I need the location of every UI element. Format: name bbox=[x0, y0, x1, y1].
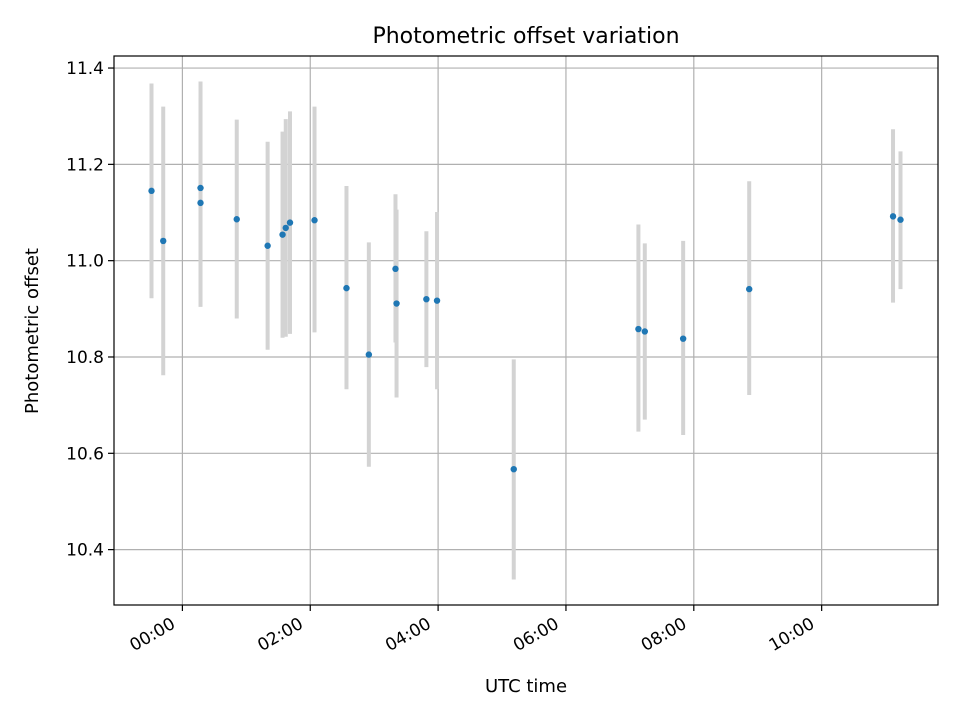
data-point bbox=[746, 285, 753, 293]
y-tick-label: 10.8 bbox=[66, 348, 104, 368]
data-point bbox=[264, 242, 271, 249]
data-point bbox=[311, 217, 318, 224]
data-points bbox=[148, 184, 904, 473]
y-axis: 10.4 10.6 10.8 11.0 11.2 11.4 bbox=[66, 59, 114, 561]
data-point bbox=[282, 224, 289, 232]
plot-area bbox=[113, 55, 939, 606]
data-point bbox=[433, 297, 441, 304]
axes-background bbox=[114, 56, 938, 605]
data-point bbox=[393, 300, 400, 307]
data-point bbox=[641, 328, 648, 335]
y-tick-label: 10.6 bbox=[66, 444, 104, 464]
data-point bbox=[889, 213, 897, 220]
x-axis-label: UTC time bbox=[485, 676, 567, 697]
y-tick-label: 10.4 bbox=[66, 541, 104, 561]
data-point bbox=[365, 351, 373, 358]
data-point bbox=[160, 237, 167, 245]
data-point bbox=[423, 295, 430, 303]
data-point bbox=[148, 187, 155, 195]
data-point bbox=[279, 231, 286, 238]
y-tick-label: 11.4 bbox=[66, 59, 104, 79]
y-axis-label: Photometric offset bbox=[22, 248, 43, 414]
y-tick-label: 11.0 bbox=[66, 252, 104, 272]
data-point bbox=[233, 216, 240, 223]
chart-title: Photometric offset variation bbox=[372, 24, 679, 49]
data-point bbox=[510, 465, 517, 473]
data-point bbox=[286, 219, 294, 226]
data-point bbox=[897, 216, 904, 223]
data-point bbox=[392, 265, 399, 273]
data-point bbox=[635, 325, 642, 333]
data-point bbox=[679, 335, 687, 342]
axes-frame bbox=[113, 55, 939, 606]
data-point bbox=[343, 284, 350, 292]
y-tick-label: 11.2 bbox=[66, 155, 104, 175]
data-point bbox=[197, 199, 204, 207]
grid bbox=[114, 56, 938, 605]
data-point bbox=[197, 184, 204, 192]
